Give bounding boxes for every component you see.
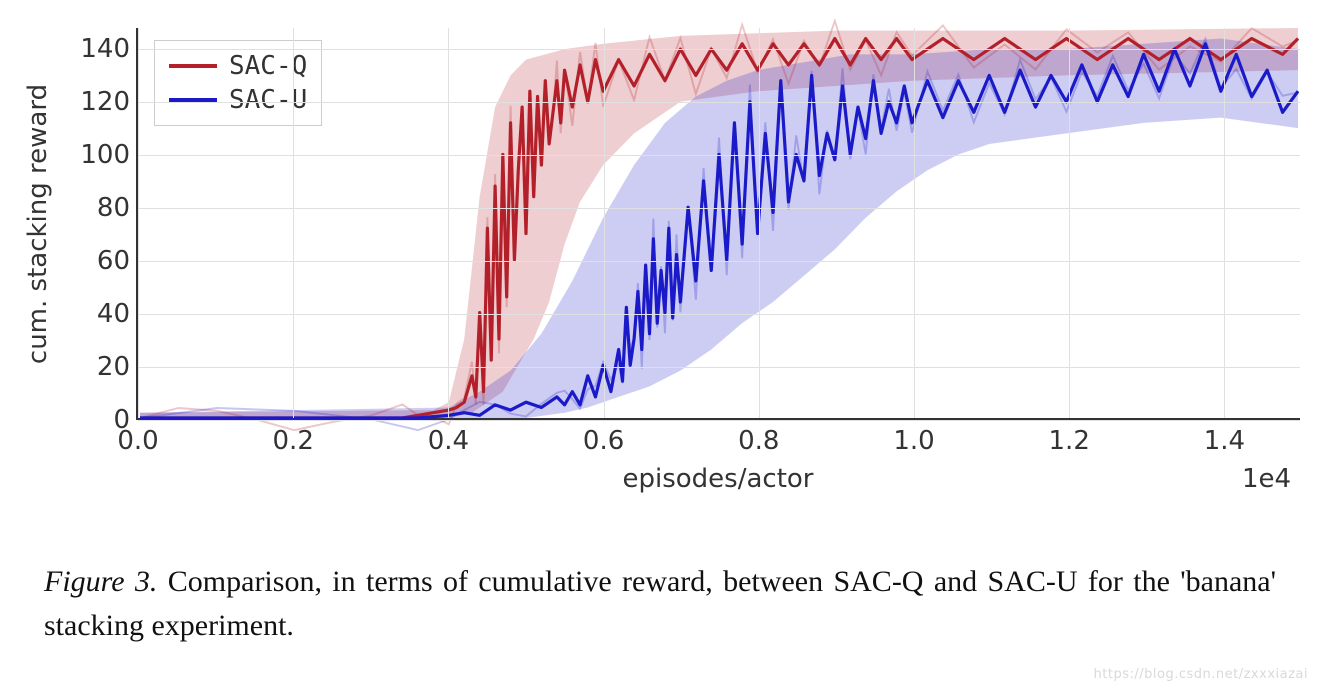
y-tick-label: 100 <box>80 140 138 170</box>
gridline-h <box>138 102 1300 103</box>
x-tick-label: 1.2 <box>1049 418 1090 456</box>
legend-label: SAC-Q <box>229 51 307 81</box>
gridline-v <box>1224 28 1225 418</box>
plot-area: SAC-QSAC-U 0204060801001201400.00.20.40.… <box>136 28 1300 420</box>
y-tick-label: 60 <box>97 246 138 276</box>
gridline-h <box>138 314 1300 315</box>
x-tick-label: 0.2 <box>273 418 314 456</box>
y-axis-label: cum. stacking reward <box>23 84 53 364</box>
gridline-v <box>914 28 915 418</box>
x-axis-label: episodes/actor <box>622 464 813 494</box>
gridline-h <box>138 49 1300 50</box>
gridline-h <box>138 261 1300 262</box>
legend-label: SAC-U <box>229 85 307 115</box>
x-tick-label: 1.0 <box>893 418 934 456</box>
y-tick-label: 80 <box>97 193 138 223</box>
x-tick-label: 0.0 <box>117 418 158 456</box>
x-tick-label: 1.4 <box>1204 418 1245 456</box>
x-tick-label: 0.8 <box>738 418 779 456</box>
y-tick-label: 20 <box>97 352 138 382</box>
x-tick-label: 0.6 <box>583 418 624 456</box>
y-tick-label: 120 <box>80 87 138 117</box>
gridline-v <box>448 28 449 418</box>
gridline-h <box>138 208 1300 209</box>
y-tick-label: 140 <box>80 34 138 64</box>
gridline-v <box>604 28 605 418</box>
gridline-v <box>759 28 760 418</box>
gridline-h <box>138 367 1300 368</box>
legend-item: SAC-Q <box>169 49 307 83</box>
legend-swatch <box>169 64 217 68</box>
figure-caption: Figure 3. Comparison, in terms of cumula… <box>44 560 1276 647</box>
x-axis-scientific-notation: 1e4 <box>1242 464 1291 494</box>
caption-text: Comparison, in terms of cumulative rewar… <box>44 565 1276 642</box>
y-tick-label: 40 <box>97 299 138 329</box>
figure-container: SAC-QSAC-U 0204060801001201400.00.20.40.… <box>20 10 1300 530</box>
legend-item: SAC-U <box>169 83 307 117</box>
gridline-v <box>1069 28 1070 418</box>
x-tick-label: 0.4 <box>428 418 469 456</box>
legend: SAC-Q SAC-U <box>154 40 322 126</box>
watermark: https://blog.csdn.net/zxxxiazai <box>1094 667 1308 682</box>
gridline-v <box>293 28 294 418</box>
gridline-v <box>138 28 139 418</box>
gridline-h <box>138 155 1300 156</box>
caption-figure-label: Figure 3. <box>44 565 157 598</box>
